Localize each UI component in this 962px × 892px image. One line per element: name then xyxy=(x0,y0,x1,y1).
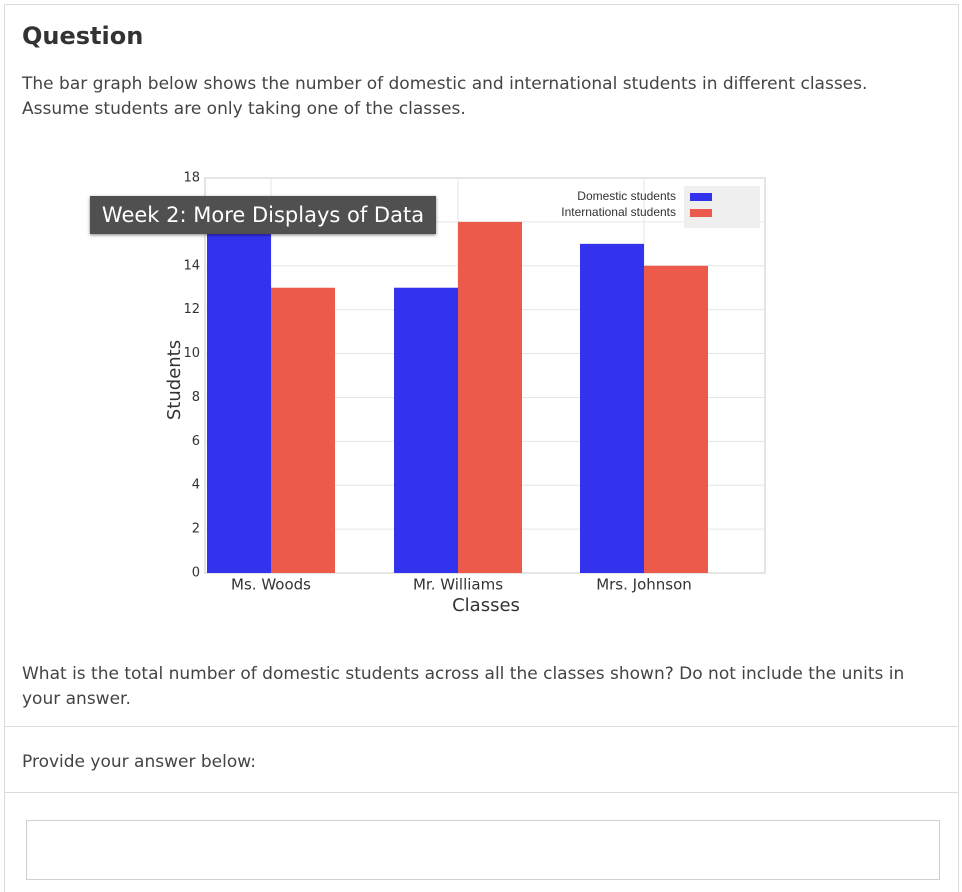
legend-swatch xyxy=(690,209,712,217)
answer-label: Provide your answer below: xyxy=(22,752,256,772)
y-tick-label: 0 xyxy=(192,566,200,581)
bar xyxy=(271,287,335,573)
x-tick-label: Mrs. Johnson xyxy=(596,576,692,594)
x-tick-label: Mr. Williams xyxy=(413,576,503,594)
separator xyxy=(4,726,959,727)
legend-swatch xyxy=(690,193,712,201)
bar xyxy=(207,221,271,573)
bar xyxy=(458,221,522,573)
y-tick-label: 10 xyxy=(183,346,200,361)
y-tick-label: 18 xyxy=(183,171,200,186)
y-tick-label: 4 xyxy=(192,478,200,493)
question-frame xyxy=(4,4,959,892)
x-axis-title: Classes xyxy=(452,595,520,616)
y-tick-label: 2 xyxy=(192,522,200,537)
y-tick-label: 8 xyxy=(192,390,200,405)
bar xyxy=(394,287,458,573)
legend-label: Domestic students xyxy=(577,189,676,203)
prompt: The bar graph below shows the number of … xyxy=(22,74,868,119)
answer-input[interactable] xyxy=(26,820,940,880)
question-text: What is the total number of domestic stu… xyxy=(22,664,905,709)
bar xyxy=(644,265,708,573)
tooltip-overlay: Week 2: More Displays of Data xyxy=(90,196,436,234)
legend-label: International students xyxy=(561,205,676,219)
separator xyxy=(4,792,959,793)
bar xyxy=(580,243,644,574)
legend-box xyxy=(684,186,760,228)
y-tick-label: 14 xyxy=(183,258,200,273)
y-tick-label: 12 xyxy=(183,302,200,317)
question-title: Question xyxy=(22,22,144,50)
y-axis-title: Students xyxy=(164,340,185,420)
x-tick-label: Ms. Woods xyxy=(231,576,311,594)
y-tick-label: 6 xyxy=(192,434,200,449)
